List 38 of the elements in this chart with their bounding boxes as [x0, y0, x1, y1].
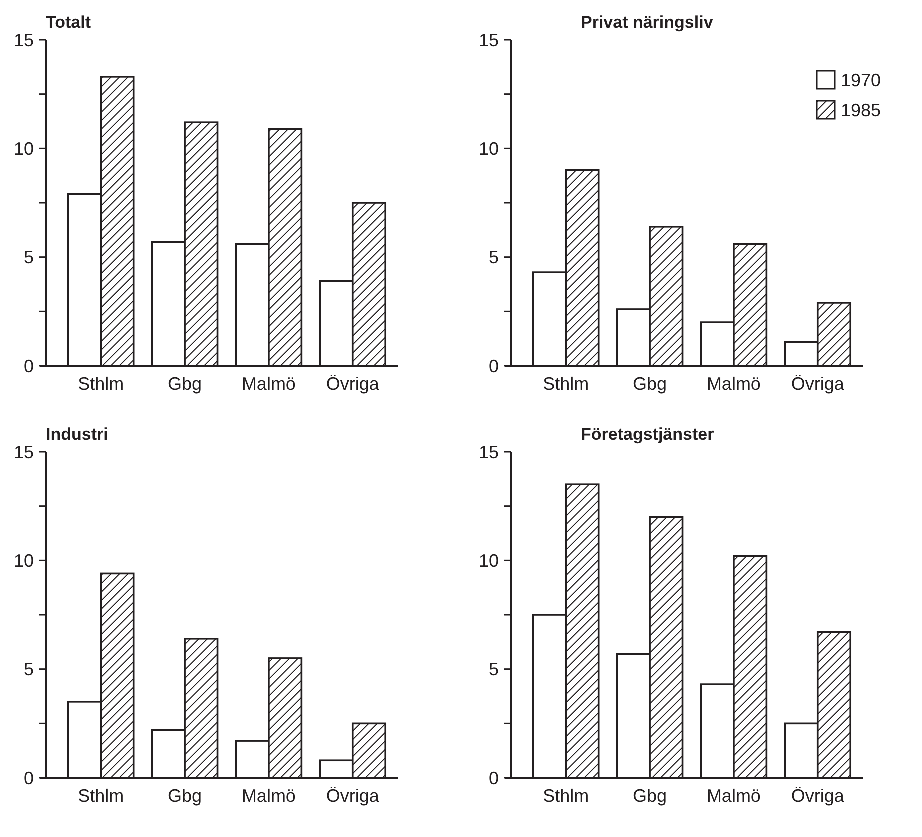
y-tick-label: 5: [24, 660, 34, 680]
x-tick-label: Övriga: [791, 374, 846, 394]
y-tick-label: 15: [14, 442, 34, 462]
y-tick-label: 15: [478, 442, 499, 462]
y-tick-label: 0: [488, 768, 499, 788]
x-tick-label: Sthlm: [78, 786, 124, 806]
y-tick-label: 0: [24, 356, 34, 376]
x-tick-label: Sthlm: [78, 374, 124, 394]
y-tick-label: 10: [478, 138, 499, 159]
y-tick-label: 0: [488, 356, 499, 376]
x-tick-label: Övriga: [326, 374, 380, 394]
x-tick-label: Gbg: [633, 374, 668, 394]
y-tick-label: 5: [24, 248, 34, 268]
x-tick-label: Gbg: [168, 786, 202, 806]
legend-label: 1985: [841, 100, 882, 120]
y-tick-label: 10: [14, 550, 34, 571]
chart-title: Privat näringsliv: [581, 13, 714, 32]
y-tick-label: 10: [478, 550, 499, 571]
chart-title: Industri: [46, 425, 108, 444]
y-tick-label: 5: [488, 248, 499, 268]
y-tick-label: 0: [24, 768, 34, 788]
x-tick-label: Gbg: [633, 786, 668, 806]
x-tick-label: Malmö: [242, 786, 296, 806]
x-tick-label: Gbg: [168, 374, 202, 394]
x-tick-label: Sthlm: [543, 374, 590, 394]
y-tick-label: 15: [14, 30, 34, 50]
y-tick-label: 10: [14, 138, 34, 159]
x-tick-label: Malmö: [706, 786, 761, 806]
x-tick-label: Övriga: [326, 786, 380, 806]
x-tick-label: Övriga: [791, 786, 846, 806]
y-tick-label: 5: [488, 660, 499, 680]
y-tick-label: 15: [478, 30, 499, 50]
legend-label: 1970: [841, 70, 882, 90]
x-tick-label: Malmö: [706, 374, 761, 394]
x-tick-label: Malmö: [242, 374, 296, 394]
x-tick-label: Sthlm: [543, 786, 590, 806]
chart-title: Företagstjänster: [581, 425, 715, 444]
chart-title: Totalt: [46, 13, 92, 32]
